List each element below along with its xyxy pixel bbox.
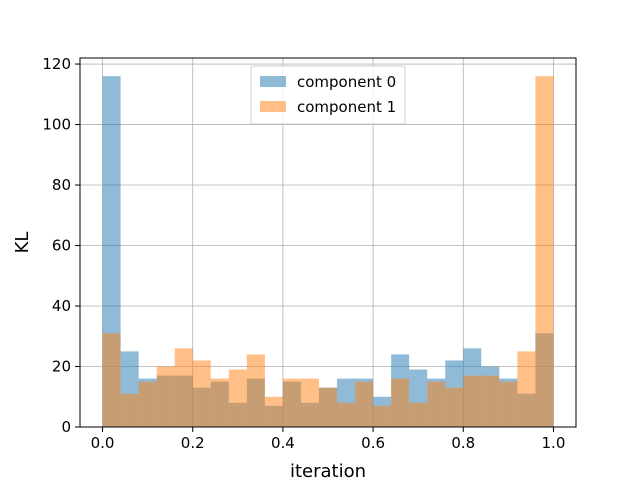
y-tick-label-6: 120	[42, 55, 71, 73]
bar-component-1-bin-19	[445, 387, 464, 427]
bar-component-1-bin-3	[156, 366, 175, 427]
x-tick-label-3: 0.6	[361, 434, 385, 452]
x-tick-label-2: 0.4	[271, 434, 295, 452]
bar-component-1-bin-24	[535, 76, 554, 428]
y-tick-label-2: 40	[52, 297, 71, 315]
bar-component-1-bin-1	[120, 393, 139, 427]
legend-label-component-0: component 0	[297, 73, 396, 91]
legend: component 0 component 1	[250, 65, 406, 125]
bar-component-1-bin-21	[481, 375, 500, 427]
x-axis-label: iteration	[290, 461, 366, 480]
plot-frame	[79, 57, 577, 428]
y-tick-label-0: 0	[61, 418, 71, 436]
bar-component-1-bin-17	[409, 402, 428, 427]
legend-label-component-1: component 1	[297, 98, 396, 116]
axis-ticks: 0.0 0.2 0.4 0.6 0.8 1.0 0 20 40 60 80 100 120	[42, 55, 565, 452]
bar-component-1-bin-15	[373, 405, 392, 427]
bar-component-1-bin-6	[210, 378, 229, 427]
bar-component-1-bin-16	[391, 378, 410, 427]
bar-component-1-bin-18	[427, 381, 446, 427]
bar-component-1-bin-0	[102, 333, 121, 427]
y-tick-label-1: 20	[52, 358, 71, 376]
bar-component-1-bin-7	[228, 369, 247, 427]
bar-component-1-bin-22	[499, 381, 518, 427]
legend-box	[250, 65, 406, 125]
bar-component-1-bin-23	[517, 351, 536, 427]
x-tick-label-1: 0.2	[181, 434, 205, 452]
bar-component-1-bin-9	[264, 396, 283, 427]
x-tick-label-4: 0.8	[451, 434, 475, 452]
x-tick-label-5: 1.0	[542, 434, 566, 452]
legend-swatch-component-1	[260, 101, 286, 112]
x-tick-label-0: 0.0	[91, 434, 115, 452]
bar-component-1-bin-8	[246, 354, 265, 427]
y-tick-label-3: 60	[52, 237, 71, 255]
bar-component-1-bin-10	[282, 378, 301, 427]
bar-component-1-bin-12	[318, 387, 338, 427]
y-axis-label: KL	[12, 232, 33, 254]
y-tick-label-5: 100	[42, 116, 71, 134]
bar-component-1-bin-2	[138, 381, 157, 427]
bar-component-1-bin-11	[300, 378, 319, 427]
y-tick-label-4: 80	[52, 176, 71, 194]
bar-component-1-bin-4	[174, 348, 193, 427]
bars	[102, 76, 554, 428]
bar-component-1-bin-13	[337, 402, 356, 427]
bar-component-1-bin-20	[463, 375, 482, 427]
bar-component-1-bin-14	[355, 381, 374, 427]
bar-component-1-bin-5	[192, 360, 211, 427]
legend-swatch-component-0	[260, 76, 286, 87]
